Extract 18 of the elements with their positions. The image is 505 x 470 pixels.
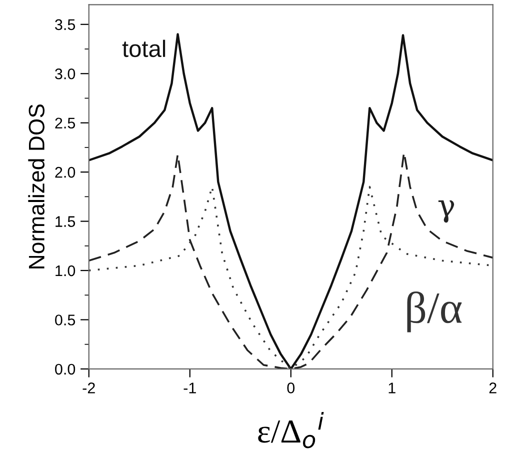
y-tick-label: 3.0 (55, 68, 76, 80)
y-tick-label: 2.0 (55, 166, 76, 178)
y-tick-label: 0.0 (55, 364, 76, 375)
x-tick-label: 1 (388, 382, 396, 394)
y-tick-label: 3.5 (55, 19, 76, 30)
y-tick-label: 1.5 (56, 216, 76, 227)
y-tick-label: 1.0 (56, 265, 76, 276)
y-axis-title: Normalized DOS (28, 104, 44, 268)
y-tick-label: 2.5 (55, 118, 76, 129)
series-label: total (122, 40, 166, 58)
x-axis-title: ε/Δ$_{o}$$^{i}$ (258, 412, 324, 448)
x-tick-label: -2 (82, 382, 95, 394)
x-tick-label: 2 (489, 382, 496, 394)
series-label: β/α (407, 291, 462, 332)
series-label: γ (438, 200, 454, 223)
y-tick-label: 0.5 (55, 314, 76, 326)
x-tick-label: -1 (184, 382, 196, 394)
x-tick-label: 0 (287, 382, 295, 394)
